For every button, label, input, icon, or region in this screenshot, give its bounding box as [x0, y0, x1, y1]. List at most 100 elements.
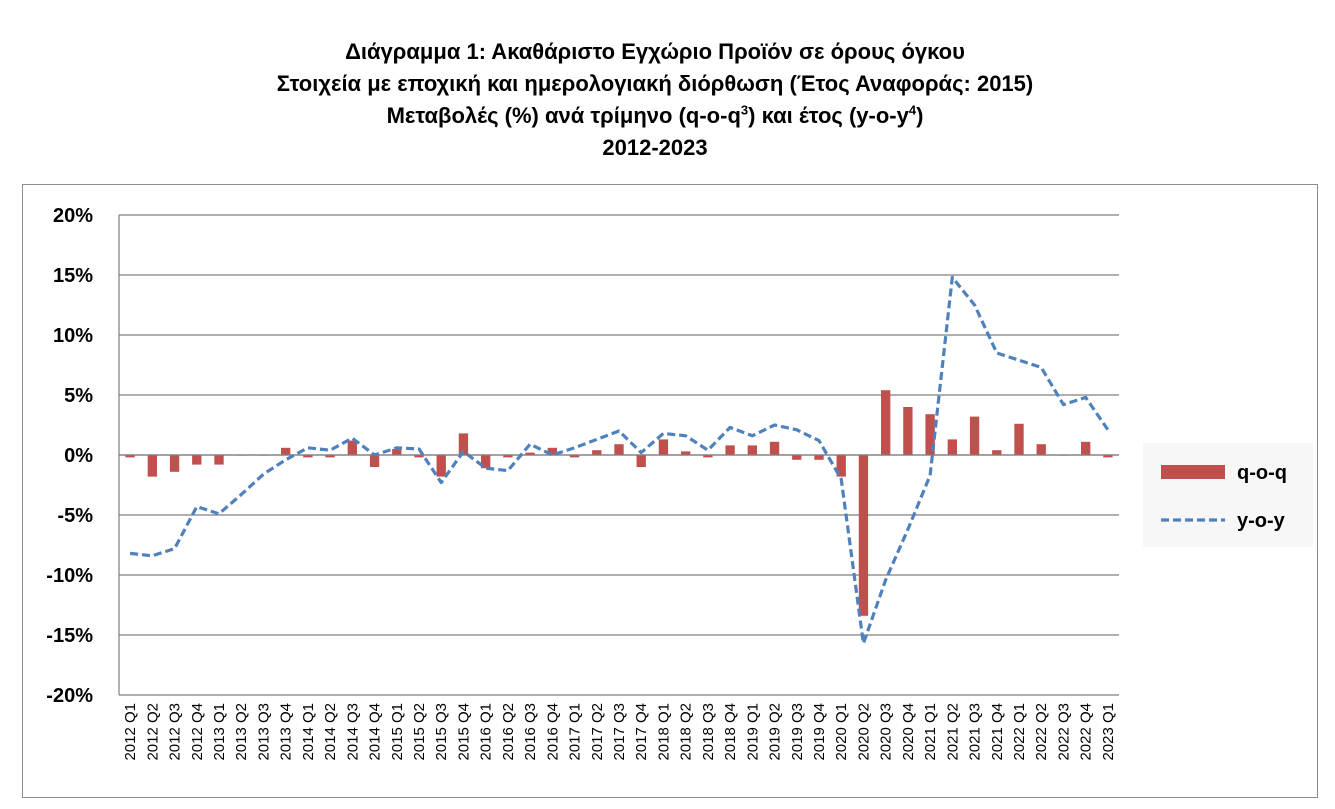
- x-tick-label: 2022 Q1: [1011, 703, 1028, 761]
- bar-q-o-q: [503, 455, 513, 458]
- x-tick-label: 2015 Q3: [433, 703, 450, 761]
- legend-swatch-q-o-q: [1161, 465, 1225, 479]
- bar-q-o-q: [281, 447, 291, 455]
- x-tick-label: 2016 Q1: [478, 703, 495, 761]
- bar-q-o-q: [303, 455, 313, 458]
- bar-q-o-q: [792, 455, 802, 460]
- bar-q-o-q: [214, 455, 224, 465]
- footnote-ref: 4: [908, 102, 917, 118]
- bar-q-o-q: [1014, 423, 1024, 455]
- bar-q-o-q: [169, 455, 180, 472]
- x-tick-label: 2019 Q4: [811, 703, 828, 761]
- legend-label-y-o-y: y-o-y: [1237, 510, 1286, 532]
- x-tick-label: 2017 Q1: [567, 703, 584, 761]
- bar-q-o-q: [947, 439, 957, 455]
- x-tick-label: 2022 Q4: [1078, 703, 1095, 761]
- subtitle-part: Μεταβολές (%) ανά τρίμηνο (q-o-q: [386, 103, 741, 128]
- y-tick-label: 0%: [64, 445, 93, 467]
- bar-q-o-q: [369, 455, 380, 467]
- legend-box: [1143, 443, 1313, 547]
- y-tick-label: 10%: [53, 325, 93, 347]
- x-tick-label: 2014 Q4: [367, 703, 384, 761]
- bar-q-o-q: [881, 390, 891, 455]
- bar-q-o-q: [547, 447, 557, 455]
- x-tick-label: 2014 Q2: [322, 703, 339, 761]
- bar-q-o-q: [569, 455, 580, 458]
- x-tick-label: 2019 Q2: [767, 703, 784, 761]
- x-tick-label: 2018 Q2: [678, 703, 695, 761]
- x-tick-label: 2015 Q2: [411, 703, 428, 761]
- x-tick-label: 2017 Q4: [633, 703, 650, 761]
- bar-q-o-q: [192, 455, 202, 465]
- chart-title: Διάγραμμα 1: Ακαθάριστο Εγχώριο Προϊόν σ…: [345, 39, 965, 64]
- subtitle-part: ) και έτος (y-o-y: [748, 103, 909, 128]
- bar-q-o-q: [658, 439, 669, 455]
- chart-subtitle: Στοιχεία με εποχική και ημερολογιακή διό…: [276, 71, 1034, 96]
- x-tick-label: 2016 Q4: [544, 703, 561, 761]
- bar-q-o-q: [925, 414, 935, 455]
- bar-q-o-q: [458, 433, 469, 455]
- x-tick-label: 2017 Q2: [589, 703, 606, 761]
- bar-q-o-q: [325, 455, 335, 458]
- x-tick-label: 2014 Q3: [344, 703, 361, 761]
- bar-q-o-q: [1036, 444, 1046, 455]
- y-tick-label: -5%: [57, 505, 93, 527]
- bar-q-o-q: [347, 440, 357, 455]
- bar-q-o-q: [636, 455, 646, 467]
- x-tick-label: 2020 Q1: [833, 703, 850, 761]
- bar-q-o-q: [747, 445, 757, 455]
- bar-q-o-q: [592, 450, 602, 455]
- y-tick-label: 5%: [64, 385, 93, 407]
- bar-q-o-q: [769, 441, 780, 455]
- x-tick-label: 2013 Q2: [233, 703, 250, 761]
- x-tick-label: 2016 Q3: [522, 703, 539, 761]
- x-tick-label: 2020 Q3: [878, 703, 895, 761]
- x-tick-label: 2017 Q3: [611, 703, 628, 761]
- x-tick-label: 2014 Q1: [300, 703, 317, 761]
- x-tick-label: 2012 Q2: [144, 703, 161, 761]
- legend-label-q-o-q: q-o-q: [1237, 462, 1287, 484]
- y-tick-label: 15%: [53, 265, 93, 287]
- bar-q-o-q: [614, 444, 624, 455]
- bar-q-o-q: [525, 452, 535, 455]
- x-tick-label: 2012 Q1: [122, 703, 139, 761]
- bar-q-o-q: [969, 416, 980, 455]
- bar-q-o-q: [903, 407, 913, 455]
- bar-q-o-q: [125, 455, 135, 458]
- x-tick-label: 2021 Q2: [944, 703, 961, 761]
- bar-q-o-q: [836, 455, 846, 477]
- x-tick-label: 2022 Q3: [1055, 703, 1072, 761]
- bar-q-o-q: [703, 455, 713, 458]
- bar-q-o-q: [392, 449, 402, 455]
- bar-q-o-q: [725, 445, 735, 455]
- x-tick-label: 2013 Q3: [255, 703, 272, 761]
- chart-area: 20% 15% 10% 5% 0% -5% -10% -15% -20% 2012 Q1 2012 …: [22, 184, 1318, 798]
- y-tick-label: 20%: [53, 205, 93, 227]
- bar-q-o-q: [1081, 441, 1091, 455]
- x-tick-label: 2019 Q1: [744, 703, 761, 761]
- x-tick-label: 2021 Q1: [922, 703, 939, 761]
- footnote-ref: 3: [740, 102, 749, 118]
- chart-title-block: Διάγραμμα 1: Ακαθάριστο Εγχώριο Προϊόν σ…: [0, 36, 1310, 164]
- x-tick-label: 2021 Q3: [967, 703, 984, 761]
- y-tick-label: -10%: [46, 565, 93, 587]
- x-tick-label: 2012 Q3: [167, 703, 184, 761]
- y-tick-label: -15%: [46, 625, 93, 647]
- x-tick-label: 2020 Q4: [900, 703, 917, 761]
- chart-svg: 20% 15% 10% 5% 0% -5% -10% -15% -20% 2012 Q1 2012 …: [46, 205, 1313, 761]
- x-tick-label: 2013 Q1: [211, 703, 228, 761]
- x-tick-label: 2018 Q4: [722, 703, 739, 761]
- x-tick-label: 2016 Q2: [500, 703, 517, 761]
- x-tick-label: 2021 Q4: [989, 703, 1006, 761]
- x-tick-label: 2018 Q1: [655, 703, 672, 761]
- bar-q-o-q: [414, 455, 424, 458]
- bar-q-o-q: [992, 450, 1002, 455]
- x-tick-label: 2023 Q1: [1100, 703, 1117, 761]
- x-tick-label: 2019 Q3: [789, 703, 806, 761]
- x-tick-label: 2013 Q4: [278, 703, 295, 761]
- subtitle-part: ): [916, 103, 924, 128]
- bar-q-o-q: [1103, 455, 1113, 458]
- x-tick-label: 2015 Q4: [455, 703, 472, 761]
- x-tick-label: 2015 Q1: [389, 703, 406, 761]
- chart-period: 2012-2023: [602, 135, 708, 160]
